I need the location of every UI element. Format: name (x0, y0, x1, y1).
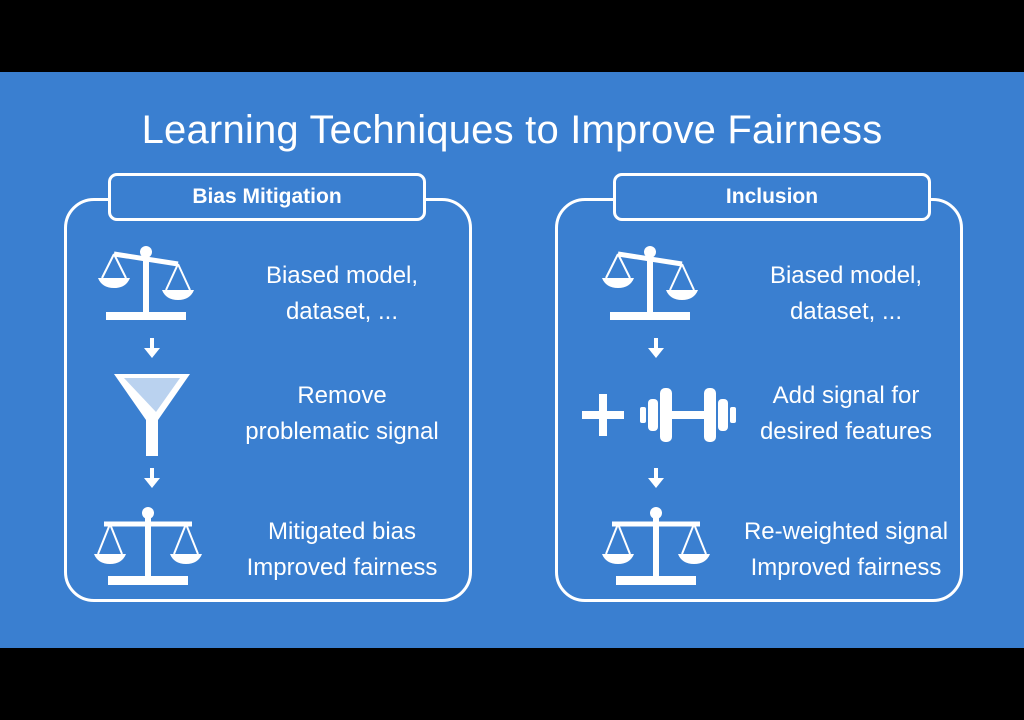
plus-icon (582, 394, 624, 436)
step-text: Add signal for desired features (726, 378, 966, 450)
down-arrow-icon (144, 338, 160, 358)
step-text: Remove problematic signal (222, 378, 462, 450)
down-arrow-icon (648, 468, 664, 488)
funnel-icon (114, 374, 190, 456)
step-text: Biased model, dataset, ... (726, 258, 966, 330)
step-line: dataset, ... (789, 298, 903, 325)
unbalanced-scale-icon (602, 246, 698, 320)
down-arrow-icon (648, 338, 664, 358)
step-line: problematic signal (245, 418, 439, 445)
step-text: Biased model, dataset, ... (222, 258, 462, 330)
down-arrow-icon (144, 468, 160, 488)
step-line: Improved fairness (246, 554, 438, 581)
step-line: Remove (297, 382, 387, 409)
balanced-scale-icon (602, 507, 710, 585)
slide-title: Learning Techniques to Improve Fairness (141, 108, 883, 152)
step-line: dataset, ... (285, 298, 399, 325)
balanced-scale-icon (94, 507, 202, 585)
inclusion-header: Inclusion (613, 173, 931, 221)
dumbbell-icon (640, 388, 736, 442)
step-line: Re-weighted signal (743, 518, 949, 545)
step-text: Re-weighted signal Improved fairness (726, 514, 966, 586)
bias-mitigation-header: Bias Mitigation (108, 173, 426, 221)
step-line: Add signal for (772, 382, 920, 409)
step-line: desired features (759, 418, 933, 445)
step-text: Mitigated bias Improved fairness (222, 514, 462, 586)
step-line: Mitigated bias (267, 518, 417, 545)
unbalanced-scale-icon (98, 246, 194, 320)
slide: Learning Techniques to Improve Fairness … (0, 72, 1024, 648)
step-line: Biased model, (769, 262, 923, 289)
step-line: Biased model, (265, 262, 419, 289)
step-line: Improved fairness (750, 554, 942, 581)
